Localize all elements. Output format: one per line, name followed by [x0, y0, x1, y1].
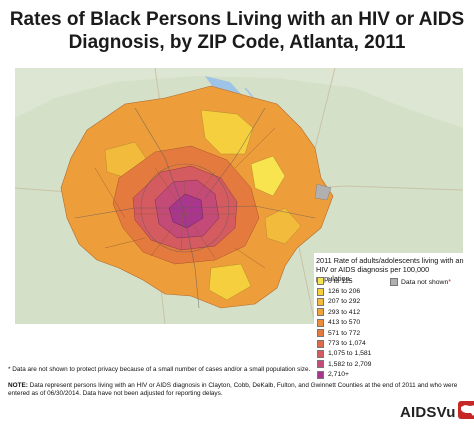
- choropleth-map[interactable]: [15, 68, 463, 324]
- legend-item: 1,075 to 1,581: [317, 349, 371, 359]
- legend-item: 571 to 772: [317, 328, 371, 338]
- no-data-swatch: [390, 278, 398, 286]
- legend-swatch: [317, 308, 324, 317]
- zip-region-north[interactable]: [200, 109, 254, 155]
- legend-swatch: [317, 287, 324, 296]
- legend-label: 1,075 to 1,581: [328, 350, 372, 358]
- legend-label: 293 to 412: [328, 308, 361, 316]
- zip-region-no-data[interactable]: [314, 183, 332, 201]
- legend-item: 126 to 206: [317, 286, 371, 296]
- no-data-marker: *: [448, 278, 451, 286]
- legend-label: 126 to 206: [328, 288, 361, 296]
- note-text: Data represent persons living with an HI…: [8, 382, 458, 397]
- legend-label: 413 to 570: [328, 319, 361, 327]
- legend-swatch: [317, 297, 324, 306]
- legend-classes: 0 to 125 126 to 206 207 to 292 293 to 41…: [317, 276, 371, 380]
- legend-label: 571 to 772: [328, 329, 361, 337]
- zip-region-south[interactable]: [208, 263, 252, 301]
- legend-label: 1,582 to 2,709: [328, 360, 372, 368]
- map-canvas: [15, 68, 463, 324]
- map-title-line2: Diagnosis, by ZIP Code, Atlanta, 2011: [68, 32, 406, 53]
- legend-item: 207 to 292: [317, 297, 371, 307]
- legend-swatch: [317, 329, 324, 338]
- data-note: NOTE: Data represent persons living with…: [8, 382, 470, 398]
- legend-label: 0 to 125: [328, 277, 353, 285]
- legend-item: 1,582 to 2,709: [317, 359, 371, 369]
- interstate-285: [140, 163, 230, 253]
- legend-no-data: Data not shown *: [390, 278, 451, 286]
- legend-swatch: [317, 318, 324, 327]
- aidsvu-logo[interactable]: AIDSVu: [400, 401, 474, 424]
- legend-item: 293 to 412: [317, 307, 371, 317]
- legend-title: 2011 Rate of adults/adolescents living w…: [316, 256, 464, 283]
- interstate-20: [74, 205, 316, 219]
- legend-swatch: [317, 349, 324, 358]
- no-data-label: Data not shown: [401, 278, 449, 286]
- zip-region-downtown[interactable]: [168, 193, 204, 229]
- legend-item: 413 to 570: [317, 318, 371, 328]
- map-title-line1: Rates of Black Persons Living with an HI…: [9, 9, 465, 30]
- zip-region-northeast[interactable]: [250, 155, 286, 197]
- basemap-terrain: [15, 68, 463, 128]
- zip-region-east[interactable]: [264, 207, 302, 245]
- logo-text: AIDSVu: [400, 404, 456, 421]
- privacy-footnote: * Data are not shown to protect privacy …: [8, 366, 311, 373]
- legend-swatch: [317, 339, 324, 348]
- legend-swatch: [317, 277, 324, 286]
- us-map-icon: [457, 401, 474, 424]
- legend-panel: [314, 253, 464, 325]
- map-title: Rates of Black Persons Living with an HI…: [0, 8, 474, 54]
- legend-swatch: [317, 370, 324, 379]
- legend-label: 2,710+: [328, 371, 349, 379]
- zip-boundaries: [94, 127, 276, 269]
- note-label: NOTE:: [8, 382, 28, 389]
- legend-item: 2,710+: [317, 370, 371, 380]
- legend-label: 207 to 292: [328, 298, 361, 306]
- interstate-75-85: [134, 107, 200, 309]
- legend-item: 773 to 1,074: [317, 338, 371, 348]
- legend-label: 773 to 1,074: [328, 340, 366, 348]
- interstate-85-north: [204, 107, 266, 199]
- legend-swatch: [317, 360, 324, 369]
- legend-item: 0 to 125: [317, 276, 371, 286]
